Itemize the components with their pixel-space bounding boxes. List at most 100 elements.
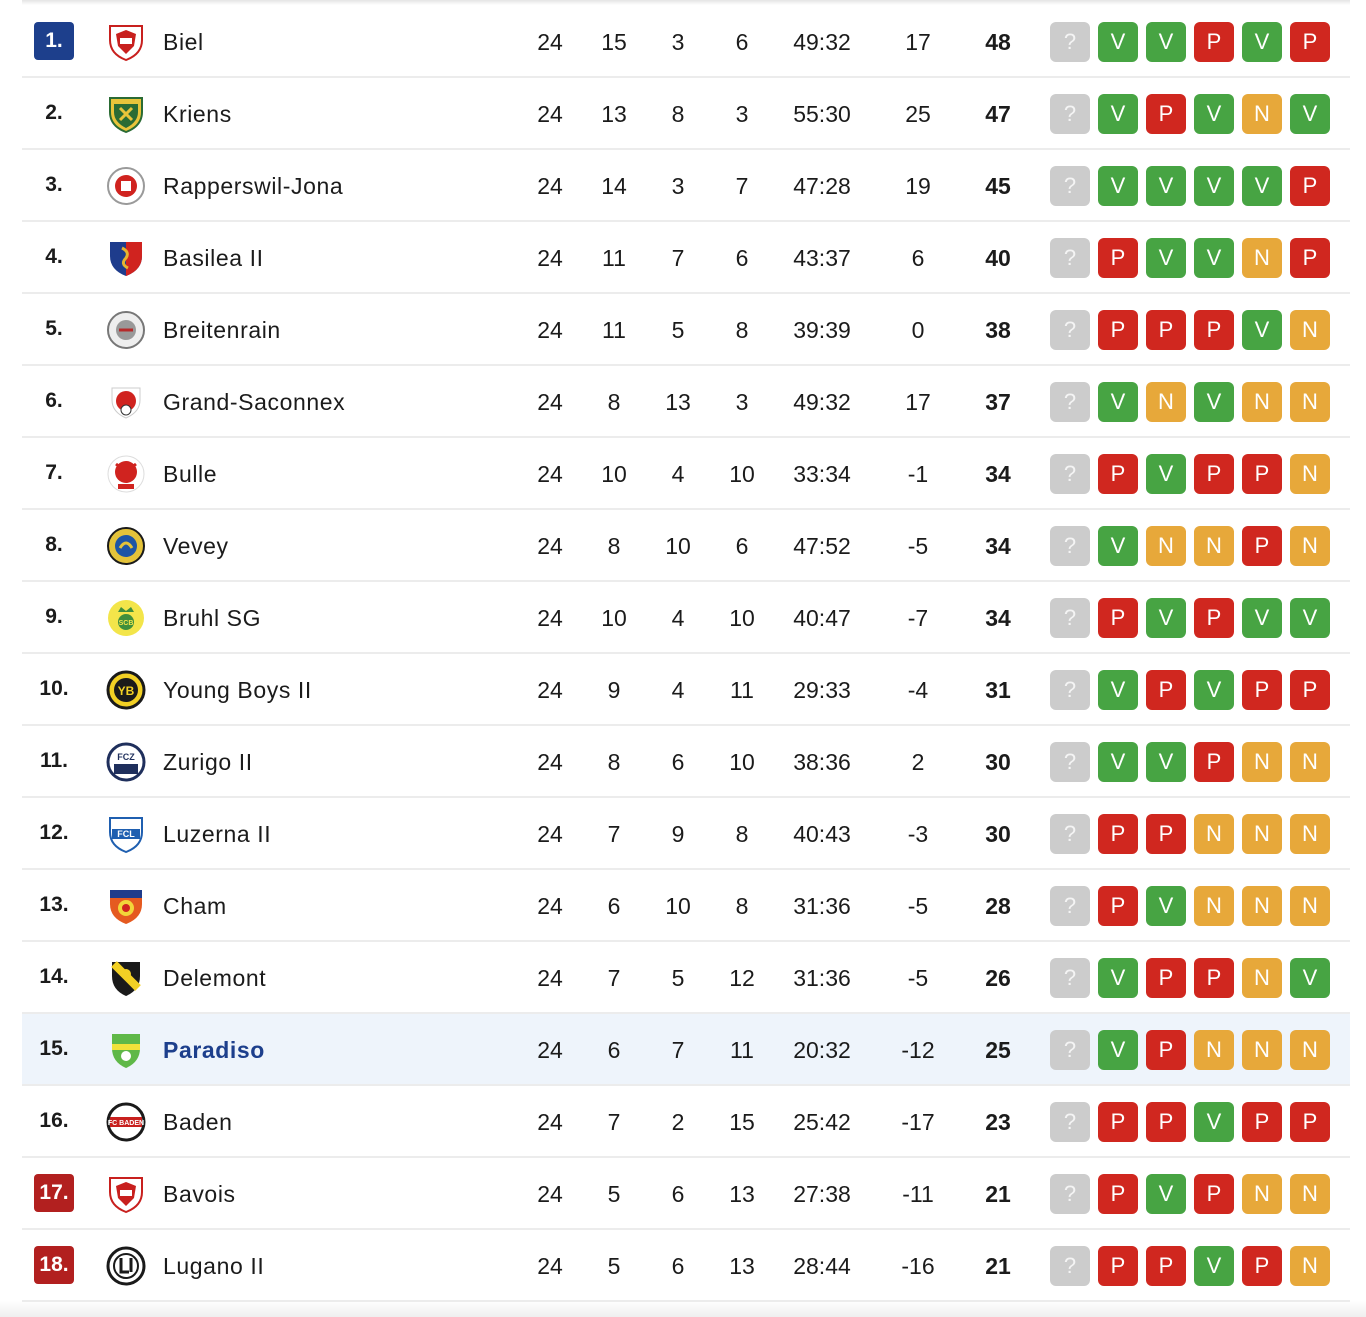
form-badge[interactable]: P — [1098, 1174, 1138, 1214]
form-badge[interactable]: P — [1242, 526, 1282, 566]
table-row[interactable]: 12. FCL Luzerna II 24 7 9 8 40:43 -3 30? P P N N N — [22, 798, 1350, 870]
form-badge[interactable]: V — [1242, 166, 1282, 206]
form-badge[interactable]: V — [1194, 1246, 1234, 1286]
form-badge[interactable]: N — [1290, 382, 1330, 422]
form-badge[interactable]: N — [1242, 958, 1282, 998]
form-badge[interactable]: N — [1194, 814, 1234, 854]
team-name-link[interactable]: Rapperswil-Jona — [163, 173, 344, 199]
table-row[interactable]: 10. YB Young Boys II 24 9 4 11 29:33 -4 31? V P V P P — [22, 654, 1350, 726]
form-badge[interactable]: N — [1290, 814, 1330, 854]
form-badge[interactable]: P — [1194, 1174, 1234, 1214]
form-badge[interactable]: N — [1290, 886, 1330, 926]
form-badge[interactable]: N — [1242, 238, 1282, 278]
form-badge-upcoming[interactable]: ? — [1050, 886, 1090, 926]
form-badge[interactable]: N — [1194, 1030, 1234, 1070]
form-badge[interactable]: V — [1098, 670, 1138, 710]
form-badge[interactable]: P — [1194, 598, 1234, 638]
team-name-link[interactable]: Cham — [163, 893, 227, 919]
form-badge[interactable]: P — [1098, 886, 1138, 926]
form-badge[interactable]: P — [1194, 22, 1234, 62]
team-name-link[interactable]: Grand-Saconnex — [163, 389, 346, 415]
form-badge[interactable]: N — [1290, 742, 1330, 782]
form-badge-upcoming[interactable]: ? — [1050, 670, 1090, 710]
table-row[interactable]: 18. Lugano II 24 5 6 13 28:44 -16 21? P P V P N — [22, 1230, 1350, 1302]
form-badge-upcoming[interactable]: ? — [1050, 1030, 1090, 1070]
form-badge-upcoming[interactable]: ? — [1050, 958, 1090, 998]
form-badge-upcoming[interactable]: ? — [1050, 1102, 1090, 1142]
form-badge[interactable]: V — [1146, 742, 1186, 782]
form-badge[interactable]: P — [1146, 94, 1186, 134]
form-badge[interactable]: V — [1194, 670, 1234, 710]
table-row[interactable]: 17. Bavois 24 5 6 13 27:38 -11 21? P V P N N — [22, 1158, 1350, 1230]
form-badge[interactable]: P — [1146, 310, 1186, 350]
form-badge[interactable]: V — [1146, 22, 1186, 62]
form-badge[interactable]: P — [1290, 166, 1330, 206]
form-badge[interactable]: V — [1194, 238, 1234, 278]
table-row[interactable]: 2. Kriens 24 13 8 3 55:30 25 47? V P V N V — [22, 78, 1350, 150]
team-name-link[interactable]: Kriens — [163, 101, 232, 127]
form-badge[interactable]: V — [1098, 958, 1138, 998]
form-badge[interactable]: N — [1242, 1174, 1282, 1214]
team-name-link[interactable]: Biel — [163, 29, 204, 55]
form-badge[interactable]: V — [1194, 382, 1234, 422]
form-badge[interactable]: P — [1146, 958, 1186, 998]
form-badge[interactable]: N — [1242, 1030, 1282, 1070]
table-row[interactable]: 13. Cham 24 6 10 8 31:36 -5 28? P V N N N — [22, 870, 1350, 942]
form-badge[interactable]: P — [1290, 670, 1330, 710]
form-badge-upcoming[interactable]: ? — [1050, 1246, 1090, 1286]
form-badge[interactable]: V — [1098, 526, 1138, 566]
form-badge[interactable]: P — [1098, 598, 1138, 638]
form-badge[interactable]: P — [1146, 1102, 1186, 1142]
team-name-link[interactable]: Bruhl SG — [163, 605, 262, 631]
form-badge[interactable]: V — [1194, 94, 1234, 134]
form-badge[interactable]: P — [1146, 670, 1186, 710]
form-badge[interactable]: P — [1242, 454, 1282, 494]
form-badge-upcoming[interactable]: ? — [1050, 1174, 1090, 1214]
team-name-link[interactable]: Basilea II — [163, 245, 264, 271]
table-row[interactable]: 16. FC BADEN Baden 24 7 2 15 25:42 -17 23? P P V P P — [22, 1086, 1350, 1158]
form-badge[interactable]: V — [1098, 1030, 1138, 1070]
team-name-link[interactable]: Baden — [163, 1109, 233, 1135]
form-badge[interactable]: V — [1146, 886, 1186, 926]
team-name-link[interactable]: Paradiso — [163, 1037, 265, 1063]
table-row[interactable]: 1. Biel 24 15 3 6 49:32 17 48? V V P V P — [22, 6, 1350, 78]
team-name-link[interactable]: Young Boys II — [163, 677, 312, 703]
form-badge[interactable]: P — [1242, 1246, 1282, 1286]
form-badge[interactable]: V — [1146, 1174, 1186, 1214]
form-badge[interactable]: N — [1194, 526, 1234, 566]
form-badge[interactable]: P — [1242, 1102, 1282, 1142]
form-badge[interactable]: N — [1290, 1246, 1330, 1286]
form-badge[interactable]: N — [1194, 886, 1234, 926]
form-badge[interactable]: N — [1290, 1174, 1330, 1214]
form-badge[interactable]: P — [1146, 1246, 1186, 1286]
table-row[interactable]: 11. FCZ Zurigo II 24 8 6 10 38:36 2 30? V V P N N — [22, 726, 1350, 798]
form-badge-upcoming[interactable]: ? — [1050, 22, 1090, 62]
table-row[interactable]: 5. Breitenrain 24 11 5 8 39:39 0 38? P P P V N — [22, 294, 1350, 366]
team-name-link[interactable]: Bulle — [163, 461, 218, 487]
form-badge[interactable]: V — [1290, 94, 1330, 134]
form-badge[interactable]: P — [1098, 1102, 1138, 1142]
table-row[interactable]: 9. SCB Bruhl SG 24 10 4 10 40:47 -7 34? P V P V V — [22, 582, 1350, 654]
form-badge[interactable]: P — [1098, 1246, 1138, 1286]
form-badge[interactable]: P — [1242, 670, 1282, 710]
form-badge[interactable]: P — [1194, 454, 1234, 494]
form-badge[interactable]: P — [1194, 310, 1234, 350]
team-name-link[interactable]: Zurigo II — [163, 749, 253, 775]
form-badge[interactable]: V — [1242, 22, 1282, 62]
form-badge[interactable]: N — [1290, 526, 1330, 566]
form-badge[interactable]: N — [1242, 886, 1282, 926]
table-row[interactable]: 6. Grand-Saconnex 24 8 13 3 49:32 17 37? V N V N N — [22, 366, 1350, 438]
team-name-link[interactable]: Breitenrain — [163, 317, 281, 343]
form-badge[interactable]: V — [1290, 598, 1330, 638]
team-name-link[interactable]: Delemont — [163, 965, 267, 991]
form-badge-upcoming[interactable]: ? — [1050, 238, 1090, 278]
form-badge[interactable]: N — [1146, 382, 1186, 422]
form-badge[interactable]: N — [1242, 814, 1282, 854]
form-badge[interactable]: P — [1098, 238, 1138, 278]
table-row[interactable]: 14. Delemont 24 7 5 12 31:36 -5 26? V P P N V — [22, 942, 1350, 1014]
form-badge[interactable]: N — [1290, 310, 1330, 350]
form-badge[interactable]: P — [1290, 22, 1330, 62]
form-badge[interactable]: P — [1290, 1102, 1330, 1142]
form-badge[interactable]: P — [1098, 454, 1138, 494]
form-badge[interactable]: V — [1146, 598, 1186, 638]
